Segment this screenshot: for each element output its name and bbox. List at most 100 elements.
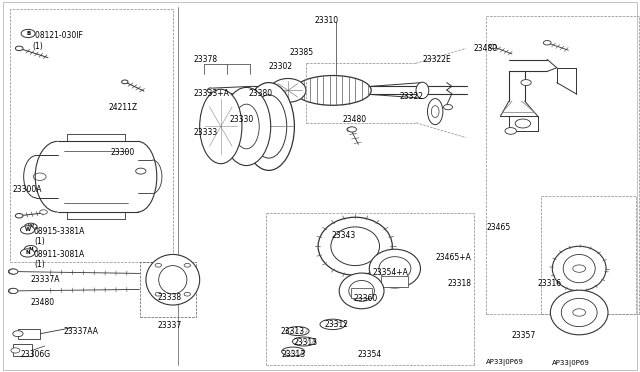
Text: 23465+A: 23465+A (435, 253, 471, 262)
Ellipse shape (214, 110, 240, 143)
Circle shape (24, 223, 37, 231)
Text: 23480: 23480 (31, 298, 55, 307)
Circle shape (155, 263, 161, 267)
Circle shape (543, 41, 551, 45)
Text: 23343: 23343 (332, 231, 356, 240)
Text: 23337AA: 23337AA (64, 327, 99, 336)
Circle shape (21, 29, 35, 38)
Text: 23337: 23337 (157, 321, 182, 330)
Text: 23465: 23465 (486, 223, 511, 232)
Circle shape (184, 263, 191, 267)
Circle shape (515, 119, 531, 128)
Circle shape (8, 288, 17, 294)
Circle shape (136, 168, 146, 174)
Circle shape (122, 80, 128, 84)
Text: 24211Z: 24211Z (109, 103, 138, 112)
Circle shape (155, 292, 161, 296)
Ellipse shape (318, 217, 392, 275)
Ellipse shape (416, 82, 429, 99)
Text: W: W (24, 227, 31, 232)
Text: 23354+A: 23354+A (372, 268, 408, 277)
Circle shape (15, 214, 23, 218)
Circle shape (489, 44, 497, 49)
Circle shape (505, 128, 516, 134)
Ellipse shape (243, 83, 294, 170)
Ellipse shape (222, 87, 271, 166)
Text: 23380: 23380 (248, 89, 273, 97)
Bar (10, 9, 173, 262)
Ellipse shape (282, 347, 305, 356)
Text: 23306G: 23306G (20, 350, 51, 359)
Text: 23300A: 23300A (13, 185, 42, 194)
Text: 23385: 23385 (290, 48, 314, 57)
Circle shape (9, 288, 18, 294)
Text: N: N (28, 247, 33, 252)
Circle shape (40, 210, 47, 214)
Ellipse shape (286, 327, 309, 336)
Ellipse shape (379, 257, 411, 280)
Bar (541, 196, 636, 314)
Circle shape (9, 269, 18, 274)
Ellipse shape (339, 273, 384, 309)
Text: 23333: 23333 (193, 128, 218, 137)
Ellipse shape (294, 76, 371, 105)
Text: 23313: 23313 (293, 339, 317, 347)
Ellipse shape (561, 298, 597, 327)
Text: B: B (26, 31, 30, 36)
Ellipse shape (146, 254, 200, 305)
Text: 08911-3081A
(1): 08911-3081A (1) (34, 250, 85, 269)
Circle shape (20, 226, 35, 234)
Ellipse shape (205, 100, 250, 153)
Ellipse shape (292, 337, 316, 346)
Ellipse shape (369, 249, 420, 288)
Text: N: N (25, 250, 30, 256)
Text: 23480: 23480 (474, 44, 498, 53)
Text: 23313: 23313 (282, 350, 306, 359)
Text: W: W (28, 224, 34, 230)
Bar (351, 288, 372, 298)
Ellipse shape (552, 246, 606, 291)
Text: 23316: 23316 (538, 279, 562, 288)
Circle shape (184, 292, 191, 296)
Text: 23337A: 23337A (31, 275, 60, 284)
Ellipse shape (563, 254, 595, 283)
Text: 23300: 23300 (111, 148, 135, 157)
Text: 23318: 23318 (448, 279, 472, 288)
Ellipse shape (428, 99, 443, 125)
Circle shape (205, 113, 212, 118)
Text: 23357: 23357 (512, 331, 536, 340)
Circle shape (347, 127, 355, 132)
Ellipse shape (234, 104, 259, 149)
Bar (13, 344, 32, 356)
Text: 23354: 23354 (357, 350, 381, 359)
Text: 08915-3381A
(1): 08915-3381A (1) (34, 227, 85, 246)
Text: 23322: 23322 (400, 92, 424, 101)
Text: AP33|0P69: AP33|0P69 (486, 359, 524, 366)
Text: 23302: 23302 (269, 62, 293, 71)
Circle shape (11, 348, 20, 353)
Ellipse shape (550, 290, 608, 335)
Bar (18, 329, 40, 339)
Text: 23378: 23378 (193, 55, 218, 64)
Circle shape (444, 105, 452, 110)
Text: 23480: 23480 (342, 115, 367, 124)
Text: ¹08121-030IF
(1): ¹08121-030IF (1) (32, 31, 83, 51)
Circle shape (348, 127, 356, 132)
Ellipse shape (270, 78, 306, 102)
Circle shape (20, 249, 35, 257)
Text: 23312: 23312 (324, 320, 349, 329)
Ellipse shape (431, 106, 439, 118)
Circle shape (573, 309, 586, 316)
Ellipse shape (200, 89, 242, 164)
Ellipse shape (331, 227, 380, 266)
Text: AP33|0P69: AP33|0P69 (552, 360, 589, 367)
Circle shape (24, 246, 37, 253)
Ellipse shape (320, 319, 346, 330)
Ellipse shape (159, 266, 187, 294)
Circle shape (13, 331, 23, 337)
Circle shape (8, 269, 17, 274)
Bar (381, 276, 408, 287)
Bar (140, 262, 196, 317)
Text: 23338: 23338 (157, 293, 182, 302)
Text: 23313: 23313 (280, 327, 305, 336)
